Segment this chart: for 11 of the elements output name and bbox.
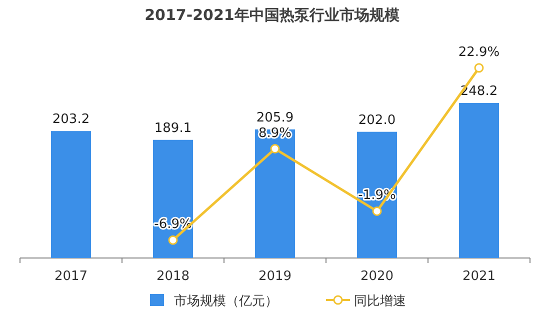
data-label: 22.9% [458, 44, 500, 60]
x-tick-label: 2020 [360, 269, 394, 284]
legend-label: 同比增速 [354, 294, 406, 309]
chart-title: 2017-2021年中国热泵行业市场规模 [144, 6, 400, 24]
x-tick-label: 2017 [54, 269, 88, 284]
x-tick-label: 2021 [462, 269, 496, 284]
x-tick-label: 2018 [156, 269, 190, 284]
x-tick-label: 2019 [258, 269, 292, 284]
data-label: 203.2 [52, 112, 90, 128]
bar [51, 131, 91, 258]
legend-label: 市场规模（亿元） [174, 294, 278, 309]
